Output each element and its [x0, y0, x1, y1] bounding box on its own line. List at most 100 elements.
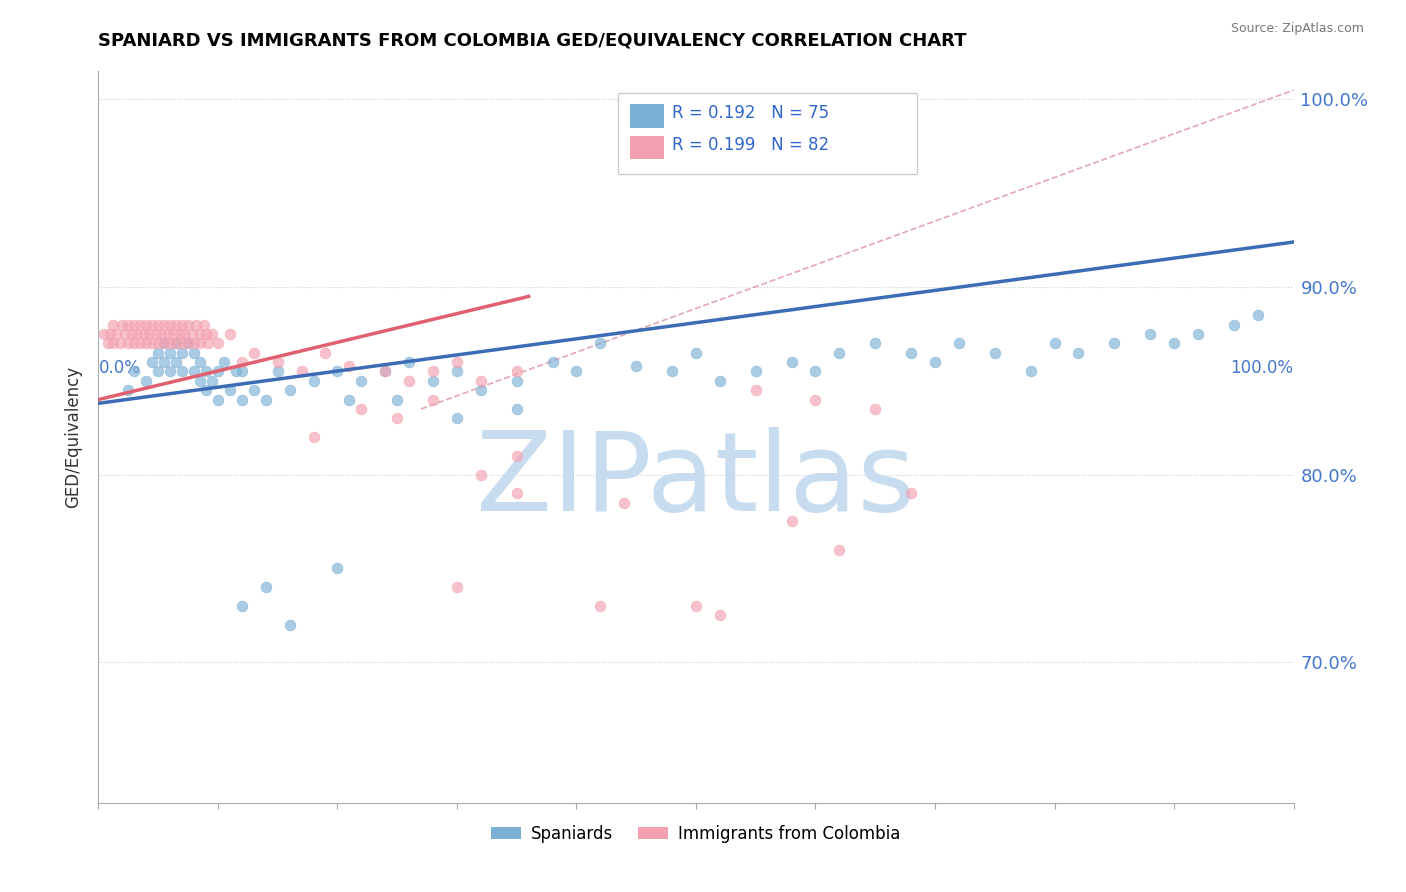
Point: [780, 515, 803, 529]
Point: [470, 383, 492, 397]
Point: [138, 326, 160, 341]
Point: [159, 345, 181, 359]
Text: ZIPatlas: ZIPatlas: [477, 427, 915, 534]
Point: [745, 383, 768, 397]
Point: [1223, 318, 1246, 332]
Point: [156, 326, 179, 341]
Point: [148, 345, 170, 359]
Point: [180, 326, 202, 341]
Point: [661, 364, 683, 378]
Point: [188, 336, 211, 351]
Text: Source: ZipAtlas.com: Source: ZipAtlas.com: [1230, 22, 1364, 36]
Point: [207, 364, 229, 378]
Point: [541, 355, 564, 369]
Point: [470, 374, 492, 388]
Point: [172, 345, 194, 359]
Point: [117, 383, 139, 397]
Point: [374, 364, 396, 378]
Point: [1019, 364, 1042, 378]
Point: [1163, 336, 1185, 351]
Point: [183, 336, 205, 351]
Point: [350, 374, 373, 388]
Point: [141, 318, 163, 332]
Point: [117, 336, 139, 351]
Point: [709, 374, 731, 388]
Point: [132, 326, 155, 341]
Point: [339, 392, 361, 407]
Text: R = 0.192   N = 75: R = 0.192 N = 75: [672, 104, 830, 122]
Point: [186, 318, 208, 332]
Point: [422, 392, 444, 407]
Point: [302, 430, 325, 444]
Point: [98, 326, 122, 341]
Point: [165, 355, 187, 369]
Point: [195, 364, 218, 378]
Point: [188, 326, 211, 341]
Point: [506, 449, 529, 463]
Point: [446, 411, 468, 425]
Point: [267, 355, 290, 369]
Point: [177, 336, 200, 351]
Point: [231, 599, 253, 613]
Point: [93, 326, 115, 341]
Point: [685, 345, 707, 359]
Point: [225, 364, 247, 378]
Point: [828, 542, 851, 557]
Point: [254, 392, 277, 407]
Point: [183, 345, 205, 359]
Point: [339, 359, 361, 373]
Point: [97, 336, 120, 351]
Point: [326, 561, 349, 575]
Point: [193, 318, 215, 332]
Point: [129, 318, 152, 332]
Point: [173, 326, 195, 341]
Point: [506, 486, 529, 500]
Point: [291, 364, 314, 378]
Point: [804, 364, 827, 378]
Point: [589, 336, 612, 351]
Point: [278, 617, 301, 632]
FancyBboxPatch shape: [619, 94, 917, 174]
Point: [506, 374, 529, 388]
Point: [685, 599, 707, 613]
Point: [374, 364, 396, 378]
Point: [172, 336, 194, 351]
Point: [828, 345, 851, 359]
Point: [125, 326, 148, 341]
Point: [243, 383, 266, 397]
Point: [900, 486, 922, 500]
Point: [219, 326, 242, 341]
Point: [1247, 308, 1270, 322]
Point: [865, 401, 887, 416]
Point: [231, 392, 253, 407]
Point: [446, 580, 468, 594]
Y-axis label: GED/Equivalency: GED/Equivalency: [65, 366, 83, 508]
Point: [709, 608, 731, 623]
Point: [506, 364, 529, 378]
Point: [177, 318, 200, 332]
Point: [195, 326, 218, 341]
Point: [121, 326, 143, 341]
Point: [188, 374, 211, 388]
Point: [231, 355, 253, 369]
Text: R = 0.199   N = 82: R = 0.199 N = 82: [672, 136, 830, 153]
Point: [169, 326, 191, 341]
Point: [153, 355, 176, 369]
Point: [385, 411, 409, 425]
Point: [129, 336, 152, 351]
Point: [1067, 345, 1090, 359]
Point: [948, 336, 970, 351]
Legend: Spaniards, Immigrants from Colombia: Spaniards, Immigrants from Colombia: [485, 818, 907, 849]
Point: [745, 364, 768, 378]
Point: [398, 374, 420, 388]
Point: [780, 355, 803, 369]
Point: [197, 336, 219, 351]
Point: [446, 364, 468, 378]
Point: [506, 401, 529, 416]
Point: [470, 467, 492, 482]
Point: [804, 392, 827, 407]
Point: [231, 364, 253, 378]
Point: [153, 336, 176, 351]
Point: [124, 364, 146, 378]
Point: [207, 336, 229, 351]
